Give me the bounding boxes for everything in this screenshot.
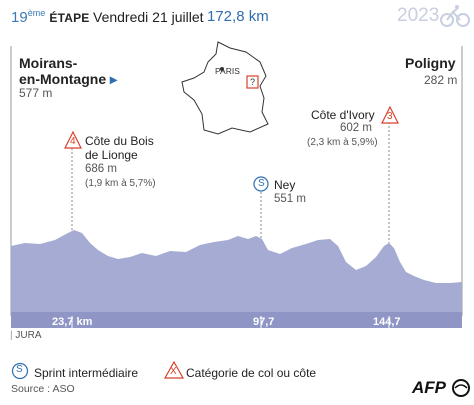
climb-4-altitude: 686 m [85,163,117,175]
category-3-icon [381,106,399,124]
km-mark-1: 23,7 km [52,316,93,328]
source-credit: Source : ASO [11,383,75,395]
km-mark-3: 144,7 [373,316,401,328]
km-mark-2: 97,7 [253,316,275,328]
start-name-line1: Moirans- [19,55,78,71]
climb-3-detail: (2,3 km à 5,9%) [307,137,378,148]
stage-word: ÉTAPE [49,11,90,25]
sprint-altitude: 551 m [274,193,306,205]
legend-sprint-icon [11,362,29,380]
climb-4-detail: (1,9 km à 5,7%) [85,178,156,189]
start-altitude: 577 m [19,86,53,100]
sprint-name: Ney [274,178,296,192]
sprint-icon [253,176,269,192]
km-band [11,312,462,328]
region-marker-symbol: ? [250,77,256,87]
legend-category-symbol: X [170,366,177,377]
region-label: | JURA [10,330,42,341]
france-map [181,41,269,135]
legend-sprint-label: Sprint intermédiaire [34,366,139,380]
afp-logo: AFP [412,378,446,397]
climb-4-category: 4 [70,136,76,147]
stage-date: Vendredi 21 juillet [93,9,204,25]
header: 19ème ÉTAPE Vendredi 21 juillet 172,8 km… [0,0,474,34]
sprint-symbol: S [258,178,265,189]
stage-profile [10,46,463,328]
region-marker-box [246,75,259,89]
stage-suffix: ème [27,8,46,18]
profile-area [11,230,462,316]
paris-label: PARIS [215,66,240,76]
tour-year: 2023 [397,5,440,26]
start-name-line2: en-Montagne ▸ [19,71,118,87]
climb-4-name: Côte du Bois de Lionge [85,134,154,162]
legend-category-icon [164,361,184,379]
category-4-icon [64,131,82,149]
climb-3-altitude: 602 m [340,122,372,134]
start-arrow-icon: ▸ [110,71,118,87]
legend-sprint-symbol: S [16,364,23,375]
legend-category-label: Catégorie de col ou côte [186,366,317,380]
paris-dot [220,67,224,71]
climb-3-name: Côte d'Ivory [311,108,375,122]
cyclist-icon [440,5,470,27]
start-name: Moirans- en-Montagne ▸ [19,55,117,87]
finish-altitude: 282 m [424,73,458,87]
climb-3-category: 3 [387,111,393,122]
afp-logo-mark [452,379,470,397]
stage-distance: 172,8 km [207,8,269,25]
finish-name: Poligny [405,55,456,71]
stage-number: 19ème ÉTAPE [11,8,90,26]
